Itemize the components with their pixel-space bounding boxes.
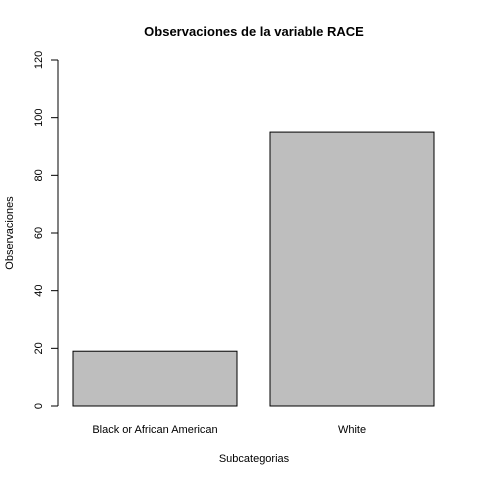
bars-group: [72, 131, 435, 407]
y-axis-label: Observaciones: [4, 196, 16, 270]
x-axis-label: Subcategorias: [219, 453, 290, 465]
bar-white: [269, 131, 435, 407]
x-tick-label: Black or African American: [92, 424, 217, 436]
y-tick-label: 40: [33, 285, 45, 297]
y-tick-label: 80: [33, 169, 45, 181]
bar-black-or-african-american: [72, 350, 238, 407]
x-tick-labels: Black or African American White: [92, 424, 366, 436]
y-tick-label: 0: [33, 403, 45, 409]
y-tick-label: 20: [33, 342, 45, 354]
y-tick-label: 100: [33, 108, 45, 126]
x-tick-label: White: [338, 424, 366, 436]
y-tick-label: 120: [33, 51, 45, 69]
chart-title: Observaciones de la variable RACE: [144, 24, 364, 39]
y-tick-label: 60: [33, 227, 45, 239]
y-axis: 0 20 40 60 80 100 120: [33, 51, 59, 409]
